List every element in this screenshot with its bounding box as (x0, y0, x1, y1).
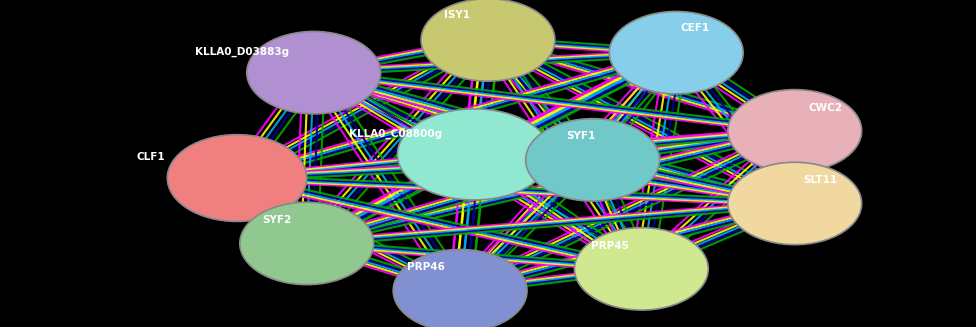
Ellipse shape (609, 11, 743, 94)
Text: SLT11: SLT11 (803, 175, 837, 184)
Ellipse shape (393, 250, 527, 327)
Text: KLLA0_C08800g: KLLA0_C08800g (348, 129, 442, 139)
Ellipse shape (728, 90, 862, 172)
Text: CWC2: CWC2 (809, 103, 842, 112)
Text: PRP45: PRP45 (591, 241, 630, 251)
Ellipse shape (397, 109, 550, 200)
Ellipse shape (167, 135, 306, 221)
Ellipse shape (526, 119, 660, 201)
Text: SYF1: SYF1 (566, 131, 595, 141)
Text: PRP46: PRP46 (407, 262, 445, 272)
Text: KLLA0_D03883g: KLLA0_D03883g (195, 47, 289, 58)
Text: ISY1: ISY1 (444, 10, 470, 20)
Text: CLF1: CLF1 (137, 152, 165, 162)
Ellipse shape (421, 0, 555, 81)
Ellipse shape (728, 162, 862, 245)
Text: CEF1: CEF1 (680, 24, 710, 33)
Ellipse shape (575, 228, 709, 310)
Text: SYF2: SYF2 (263, 215, 292, 225)
Ellipse shape (247, 31, 381, 114)
Ellipse shape (240, 202, 374, 284)
